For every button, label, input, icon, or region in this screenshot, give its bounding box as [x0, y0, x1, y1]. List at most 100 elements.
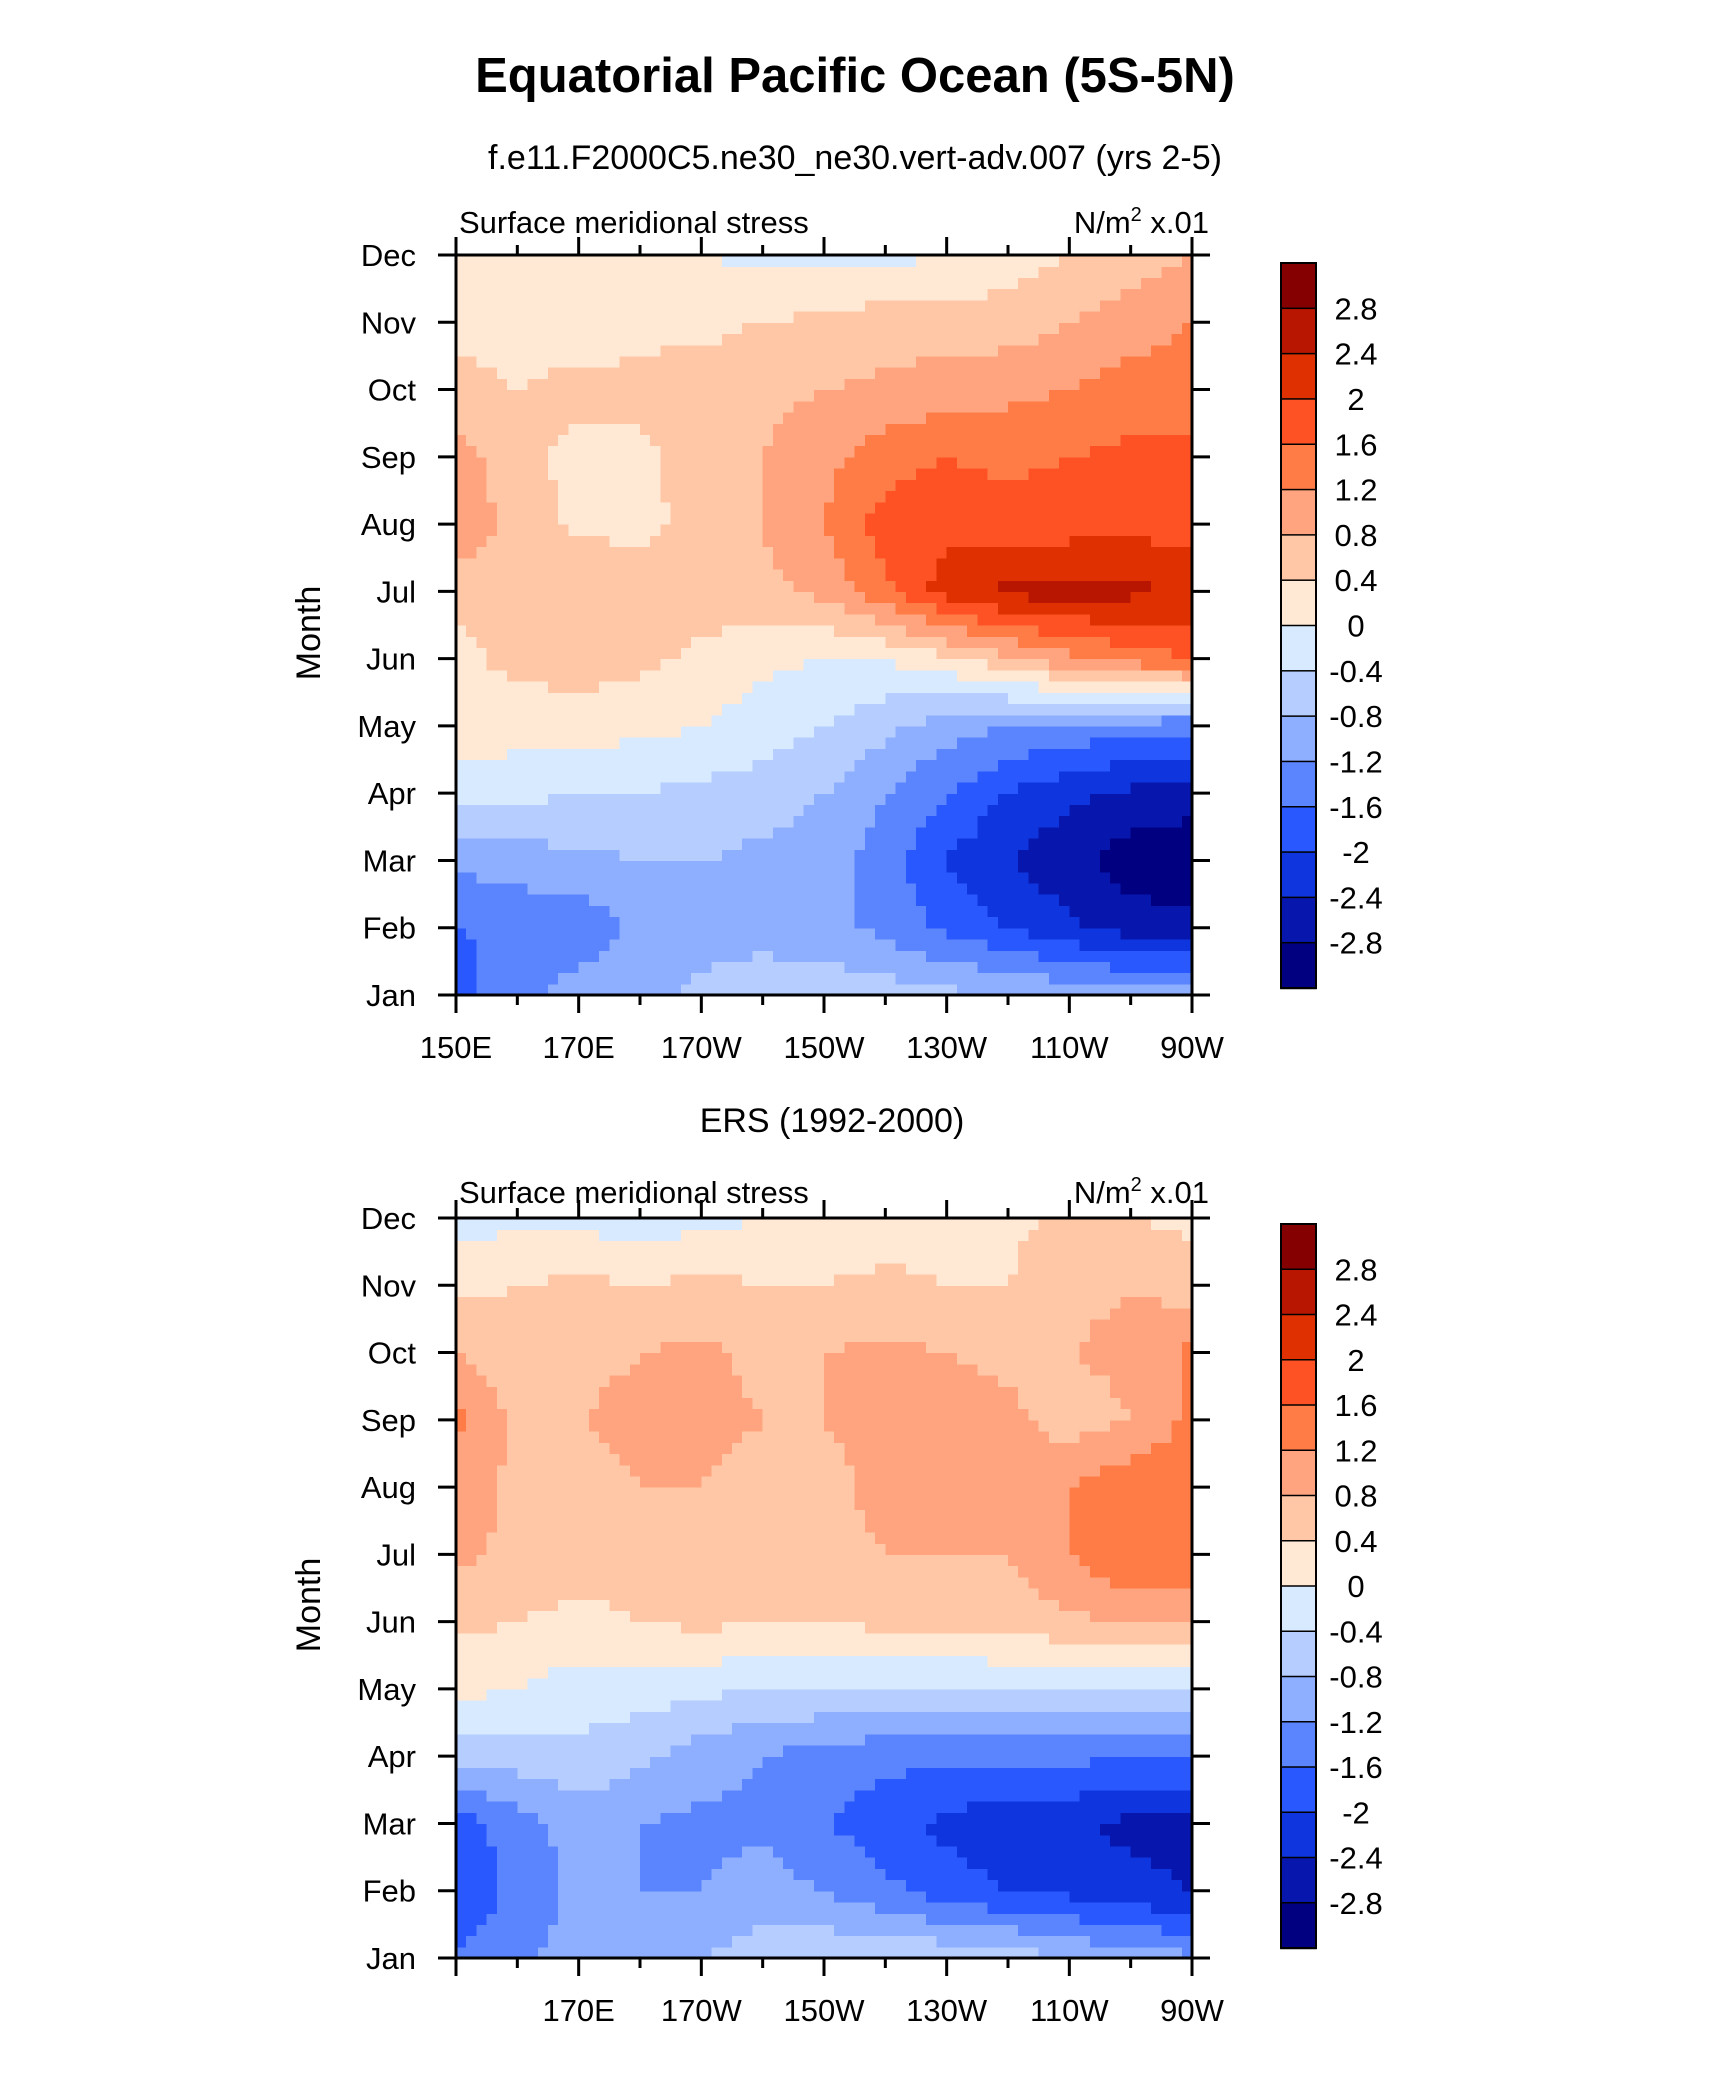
heatmap-cell — [844, 916, 856, 929]
heatmap-cell — [1059, 535, 1070, 548]
heatmap-cell — [1120, 1946, 1132, 1959]
heatmap-cell — [1181, 692, 1193, 705]
heatmap-cell — [772, 266, 784, 279]
heatmap-cell — [670, 277, 682, 290]
heatmap-cell — [711, 299, 723, 312]
heatmap-cell — [466, 961, 478, 974]
heatmap-cell — [1110, 1946, 1122, 1959]
heatmap-cell — [1028, 759, 1040, 772]
heatmap-cell — [967, 838, 978, 850]
heatmap-cell — [742, 322, 754, 335]
heatmap-cell — [527, 468, 539, 480]
heatmap-cell — [486, 299, 498, 312]
heatmap-cell — [496, 793, 508, 805]
heatmap-cell — [599, 950, 610, 962]
heatmap-cell — [967, 423, 978, 435]
heatmap-cell — [640, 355, 651, 368]
heatmap-cell — [1079, 557, 1091, 570]
heatmap-cell — [1181, 266, 1193, 279]
heatmap-cell — [609, 871, 621, 884]
heatmap-cell — [834, 322, 846, 335]
heatmap-cell — [537, 389, 549, 402]
heatmap-cell — [680, 871, 692, 884]
heatmap-cell — [742, 389, 754, 402]
heatmap-cell — [721, 793, 733, 805]
heatmap-cell — [926, 983, 938, 996]
heatmap-cell — [619, 445, 631, 458]
heatmap-cell — [1171, 748, 1183, 761]
heatmap-cell — [466, 568, 478, 581]
heatmap-cell — [486, 647, 498, 660]
heatmap-cell — [1008, 568, 1019, 581]
heatmap-cell — [813, 288, 825, 301]
heatmap-cell — [650, 950, 662, 962]
heatmap-cell — [1110, 557, 1122, 570]
heatmap-cell — [680, 916, 692, 929]
heatmap-cell — [1018, 322, 1030, 335]
heatmap-cell — [844, 815, 856, 828]
heatmap-cell — [578, 434, 590, 447]
heatmap-cell — [1151, 826, 1162, 839]
heatmap-cell — [476, 972, 488, 985]
heatmap-cell — [987, 871, 999, 884]
heatmap-cell — [527, 288, 539, 301]
heatmap-cell — [875, 894, 886, 906]
heatmap-cell — [609, 826, 621, 839]
heatmap-cell — [680, 299, 692, 312]
heatmap-cell — [1018, 535, 1030, 548]
heatmap-cell — [895, 681, 907, 693]
heatmap-cell — [1008, 557, 1019, 570]
heatmap-cell — [1130, 602, 1142, 615]
heatmap-cell — [599, 681, 610, 693]
heatmap-cell — [1130, 838, 1142, 850]
heatmap-cell — [885, 983, 897, 996]
heatmap-cell — [946, 434, 958, 447]
heatmap-cell — [834, 400, 846, 413]
heatmap-cell — [936, 636, 948, 649]
heatmap-cell — [691, 311, 702, 323]
heatmap-cell — [813, 468, 825, 480]
heatmap-cell — [803, 557, 815, 570]
heatmap-cell — [1181, 367, 1193, 379]
heatmap-cell — [701, 681, 713, 693]
heatmap-cell — [476, 1935, 488, 1948]
heatmap-cell — [1100, 434, 1111, 447]
heatmap-cell — [1059, 423, 1070, 435]
heatmap-cell — [956, 512, 968, 525]
heatmap-cell — [578, 815, 590, 828]
heatmap-cell — [905, 725, 917, 738]
heatmap-cell — [783, 557, 794, 570]
heatmap-cell — [517, 322, 529, 335]
heatmap-cell — [1110, 961, 1122, 974]
heatmap-cell — [1130, 501, 1142, 514]
heatmap-cell — [680, 411, 692, 424]
heatmap-cell — [629, 882, 641, 895]
heatmap-cell — [496, 748, 508, 761]
heatmap-cell — [527, 972, 539, 985]
heatmap-cell — [834, 927, 846, 940]
heatmap-cell — [732, 871, 743, 884]
heatmap-cell — [517, 692, 529, 705]
heatmap-cell — [742, 535, 754, 548]
heatmap-cell — [670, 860, 682, 873]
heatmap-cell — [640, 568, 651, 581]
heatmap-cell — [660, 658, 672, 671]
heatmap-cell — [1059, 826, 1070, 839]
heatmap-cell — [701, 658, 713, 671]
heatmap-cell — [926, 860, 938, 873]
heatmap-cell — [1100, 849, 1111, 862]
heatmap-cell — [987, 770, 999, 783]
heatmap-cell — [466, 512, 478, 525]
heatmap-cell — [1110, 759, 1122, 772]
heatmap-cell — [1089, 692, 1101, 705]
heatmap-cell — [946, 255, 958, 267]
heatmap-cell — [1140, 748, 1152, 761]
heatmap-cell — [905, 692, 917, 705]
heatmap-cell — [916, 826, 927, 839]
heatmap-cell — [496, 871, 508, 884]
heatmap-cell — [486, 950, 498, 962]
heatmap-cell — [1110, 905, 1122, 918]
heatmap-cell — [486, 445, 498, 458]
heatmap-cell — [599, 647, 610, 660]
heatmap-cell — [987, 804, 999, 817]
